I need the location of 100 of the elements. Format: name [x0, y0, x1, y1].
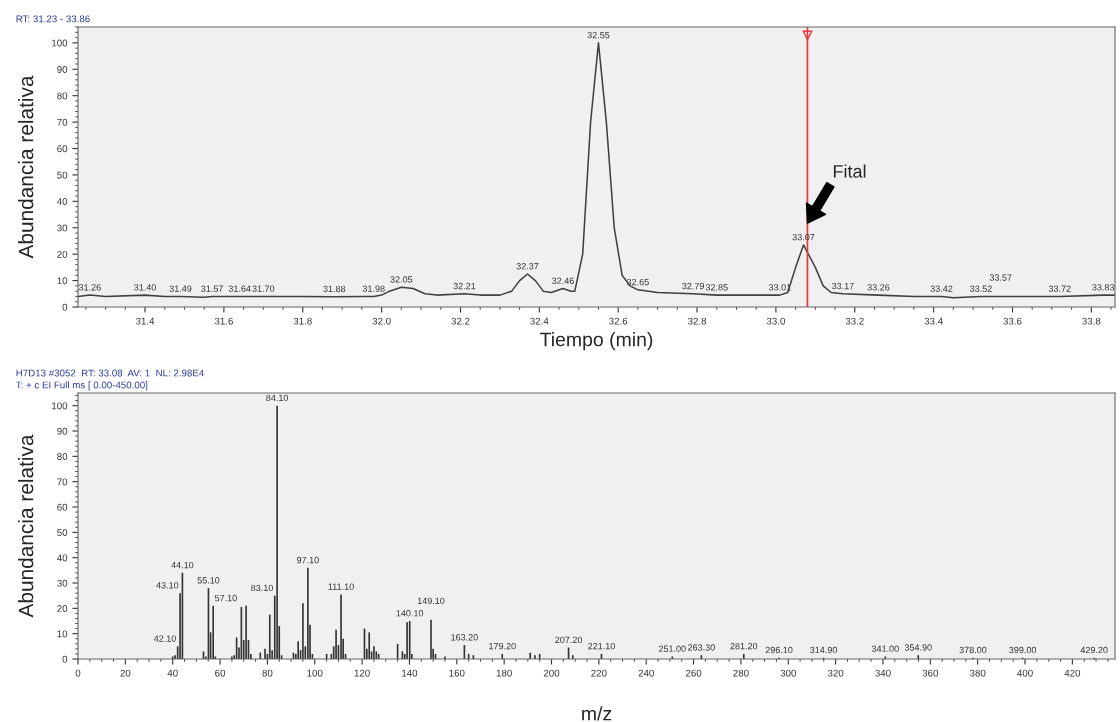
annotation: 32.85	[705, 284, 728, 291]
x-tick-label: 280	[733, 669, 749, 677]
annotation: 31.98	[362, 285, 385, 292]
x-tick-label: 260	[685, 669, 702, 677]
annotation: 149.10	[417, 597, 445, 605]
x-tick-label: 140	[402, 669, 418, 677]
annotation: 296.10	[765, 646, 793, 654]
annotation: 399.00	[1009, 646, 1037, 654]
annotation: 42.10	[153, 635, 176, 642]
annotation: 55.10	[197, 577, 220, 584]
x-tick-label: 120	[354, 669, 370, 677]
annotation: 207.20	[555, 636, 583, 644]
annotation: 32.79	[682, 282, 704, 290]
x-tick-label: 40	[167, 669, 178, 677]
annotation: 251.00	[658, 645, 686, 652]
annotation: 44.10	[171, 561, 194, 569]
annotation: 32.65	[626, 278, 649, 286]
y-tick-label: 40	[56, 198, 68, 205]
text: RT: 31.23 - 33.86	[16, 15, 90, 23]
x-tick-label: 32.6	[609, 317, 628, 325]
y-tick-label: 90	[57, 427, 68, 435]
annotation: 43.10	[156, 582, 179, 589]
x-axis-title: Tiempo (min)	[540, 332, 653, 351]
annotation: 31.88	[323, 285, 346, 293]
x-tick-label: 31.8	[293, 317, 312, 325]
x-tick-label: 32.2	[451, 317, 470, 325]
x-tick-label: 60	[215, 669, 226, 677]
y-tick-label: 20	[57, 250, 68, 258]
annotation: 33.83	[1092, 284, 1115, 291]
annotation: 31.40	[134, 284, 156, 291]
x-tick-label: 340	[875, 669, 891, 677]
x-axis-title: m/z	[582, 706, 612, 721]
annotation: 31.64	[228, 285, 251, 292]
annotation: 31.26	[78, 284, 101, 291]
annotation: 221.10	[588, 642, 615, 650]
annotation: 97.10	[297, 556, 319, 564]
y-tick-label: 50	[57, 171, 68, 179]
annotation: 84.10	[266, 394, 289, 402]
annotation: 314.90	[810, 646, 838, 654]
y-axis-title: Abundancia relativa	[18, 434, 34, 618]
annotation: 32.46	[552, 277, 574, 284]
x-tick-label: 33.8	[1082, 317, 1101, 325]
x-tick-label: 32.8	[687, 317, 707, 325]
x-tick-label: 31.4	[135, 317, 155, 325]
x-tick-label: 320	[827, 669, 844, 677]
x-tick-label: 31.6	[214, 317, 233, 325]
x-tick-label: 33.6	[1003, 317, 1022, 325]
annotation: 32.55	[587, 31, 610, 39]
x-tick-label: 180	[496, 669, 512, 677]
annotation: 163.20	[451, 634, 478, 641]
x-tick-label: 20	[120, 669, 131, 677]
annotation: 281.20	[730, 642, 758, 650]
annotation: 263.30	[688, 644, 715, 651]
y-tick-label: 50	[57, 529, 68, 536]
annotation: 111.10	[328, 583, 354, 590]
annotation: 140.10	[396, 610, 424, 617]
annotation: 33.57	[989, 274, 1012, 281]
x-tick-label: 33.2	[845, 317, 864, 325]
x-tick-label: 300	[780, 669, 796, 677]
text: T: + c EI Full ms [ 0.00-450.00]	[16, 381, 148, 391]
y-tick-label: 90	[57, 66, 68, 73]
x-tick-label: 32.0	[372, 317, 391, 325]
y-tick-label: 10	[57, 277, 68, 285]
annotation: 57.10	[214, 594, 237, 602]
annotation: 33.26	[867, 284, 890, 291]
x-tick-label: 100	[307, 669, 323, 677]
annotation: 83.10	[251, 584, 274, 592]
y-tick-label: 80	[57, 92, 68, 100]
x-tick-label: 360	[922, 669, 939, 677]
y-tick-label: 0	[62, 303, 68, 311]
y-tick-label: 100	[52, 39, 68, 47]
x-tick-label: 80	[262, 669, 273, 677]
x-tick-label: 160	[449, 669, 465, 677]
annotation: 31.70	[252, 285, 275, 292]
y-tick-label: 80	[57, 453, 68, 460]
y-tick-label: 20	[57, 605, 68, 612]
x-tick-label: 380	[969, 669, 986, 677]
x-tick-label: 400	[1017, 669, 1033, 677]
y-tick-label: 70	[57, 118, 68, 126]
annotation: 33.72	[1048, 285, 1071, 292]
x-tick-label: 200	[543, 669, 560, 677]
annotation: 33.17	[831, 282, 854, 290]
y-tick-label: 10	[57, 630, 68, 638]
annotation: 32.05	[390, 276, 413, 283]
y-tick-label: 60	[57, 503, 68, 511]
y-tick-label: 40	[56, 554, 68, 562]
annotation: 32.37	[516, 263, 539, 270]
y-axis-title: Abundancia relativa	[18, 75, 34, 259]
annotation: 341.00	[871, 645, 899, 652]
annotation: 378.00	[959, 646, 987, 654]
x-tick-label: 0	[75, 669, 81, 677]
x-tick-label: 32.4	[530, 317, 549, 325]
annotation: 354.90	[904, 644, 932, 651]
annotation: 32.21	[453, 282, 476, 290]
ref-line-label: Fital	[833, 164, 866, 178]
annotation: 31.49	[169, 285, 192, 292]
y-tick-label: 30	[57, 224, 68, 232]
y-tick-label: 70	[57, 478, 68, 486]
y-tick-label: 30	[57, 579, 68, 587]
x-tick-label: 220	[591, 669, 607, 677]
